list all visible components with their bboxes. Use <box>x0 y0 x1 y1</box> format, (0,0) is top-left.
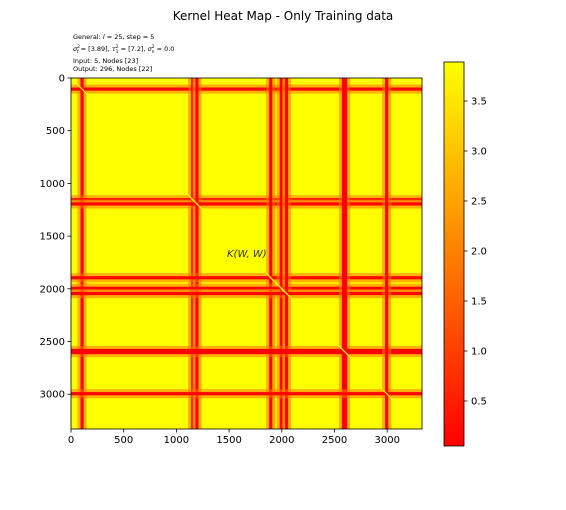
heatmap-diagonal-segment-6 <box>337 344 352 359</box>
heatmap-diagonal-segment-7 <box>380 387 393 400</box>
x-axis: 0 500 1000 1500 2000 2500 3000 <box>68 429 400 446</box>
y-tick-label-5: 2500 <box>40 337 65 348</box>
heatmap-band-col-3 <box>269 78 273 429</box>
heatmap-band-col-4 <box>279 78 283 429</box>
info-line-input: Input: 5, Nodes [23] <box>73 57 138 65</box>
info-tau-sup: 2 <box>116 44 119 50</box>
heatmap-band-row-3 <box>71 276 422 280</box>
colorbar <box>443 61 465 447</box>
info-sigma-f: σ <box>73 45 78 53</box>
y-axis: 0 500 1000 1500 2000 2500 3000 <box>40 74 71 401</box>
y-tick-label-0: 0 <box>59 74 65 85</box>
heatmap-diagonal-segment-5 <box>280 287 293 300</box>
colorbar-tick-label-1: 1.0 <box>471 347 487 358</box>
info-tau: τ <box>112 45 116 53</box>
info-tau-sub: 1 <box>116 49 119 55</box>
y-tick-label-4: 2000 <box>40 284 65 295</box>
info-line-output: Output: 296, Nodes [22] <box>73 65 152 73</box>
colorbar-tick-label-4: 2.5 <box>471 197 487 208</box>
colorbar-tick-label-0: 0.5 <box>471 397 487 408</box>
heatmap-band-row-2 <box>71 202 422 206</box>
colorbar-tick-label-6: 3.5 <box>471 97 487 108</box>
info-line-hyperparams: σ2 f = [3.89], τ2 1 = [7.2], σ2 n = 0.0 <box>73 44 174 55</box>
x-tick-label-6: 3000 <box>374 435 399 446</box>
info-line-general: General: l = 25, step = 5 <box>73 33 154 41</box>
colorbar-tick-label-2: 1.5 <box>471 297 487 308</box>
heatmap-band-row-1 <box>71 198 422 201</box>
heatmap-band-col-5 <box>284 78 289 429</box>
heatmap-band-col-6 <box>341 78 348 429</box>
info-tau-val: = [7.2], <box>119 45 148 53</box>
heatmap-band-row-7 <box>71 392 422 396</box>
heatmap-cells <box>71 78 422 429</box>
heatmap-diagonal-segment-3 <box>264 271 277 284</box>
x-tick-label-2: 1000 <box>164 435 189 446</box>
x-tick-label-5: 2500 <box>322 435 347 446</box>
heatmap-band-col-7 <box>385 78 389 429</box>
x-tick-label-0: 0 <box>68 435 74 446</box>
heatmap-band-row-6 <box>71 348 422 355</box>
heatmap-diagonal-segment-0 <box>75 82 89 96</box>
x-tick-label-3: 1500 <box>216 435 241 446</box>
heatmap-band-col-1 <box>191 78 194 429</box>
heatmap-band-col-2 <box>195 78 199 429</box>
info-general-l-symbol: l <box>103 33 105 41</box>
info-sigma-f-val: = [3.89], <box>79 45 112 53</box>
heatmap-band-col-0 <box>80 78 84 429</box>
info-general-prefix: General: <box>73 33 103 41</box>
y-tick-label-1: 500 <box>46 126 65 137</box>
info-sigma-f-sup: 2 <box>77 44 80 50</box>
info-sigma-n-val: = 0.0 <box>155 45 175 53</box>
heatmap-band-row-0 <box>71 87 422 91</box>
colorbar-tick-label-3: 2.0 <box>471 247 487 258</box>
heatmap-plot-area <box>71 78 422 429</box>
heatmap-diagonal-segment-2 <box>190 197 204 211</box>
info-sigma-n: σ <box>148 45 153 53</box>
heatmap-annotation: K(W, W) <box>227 249 267 260</box>
x-tick-label-1: 500 <box>114 435 133 446</box>
y-tick-label-3: 1500 <box>40 232 65 243</box>
chart-title: Kernel Heat Map - Only Training data <box>173 9 394 23</box>
info-sigma-f-sub: f <box>77 49 79 55</box>
heatmap-band-row-4 <box>71 286 422 290</box>
info-sigma-n-sup: 2 <box>152 44 155 50</box>
heatmap-background <box>71 78 422 429</box>
y-tick-label-6: 3000 <box>40 390 65 401</box>
plot-frame <box>70 77 423 430</box>
colorbar-ticks: 0.5 1.0 1.5 2.0 2.5 3.0 3.5 <box>464 97 487 408</box>
heatmap-band-row-5 <box>71 291 422 296</box>
info-sigma-n-sub: n <box>152 50 155 55</box>
x-tick-label-4: 2000 <box>269 435 294 446</box>
y-tick-label-2: 1000 <box>40 179 65 190</box>
info-general-rest: = 25, step = 5 <box>105 33 155 41</box>
colorbar-tick-label-5: 3.0 <box>471 147 487 158</box>
